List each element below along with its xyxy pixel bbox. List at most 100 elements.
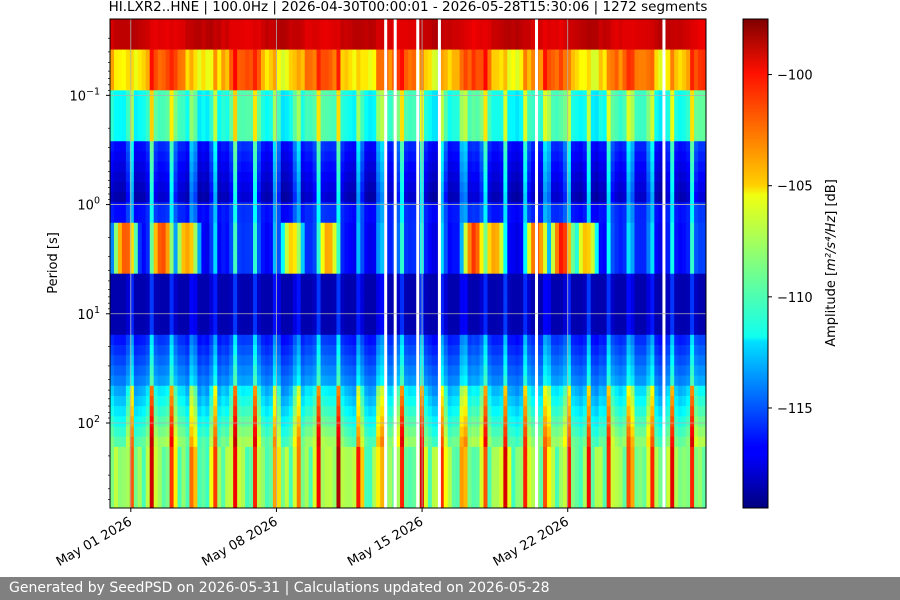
heatmap-cell [443,436,449,448]
heatmap-cell [169,324,175,336]
heatmap-cell [169,171,175,183]
heatmap-cell [225,59,230,71]
heatmap-cell [396,151,401,163]
heatmap-cell [233,131,238,142]
heatmap-cell [356,110,361,122]
heatmap-cell [364,212,369,224]
heatmap-cell [372,385,377,397]
heatmap-cell [408,365,413,377]
heatmap-cell [380,497,385,508]
heatmap-cell [157,294,163,305]
heatmap-cell [487,243,493,254]
heatmap-cell [439,406,445,417]
heatmap-cell [400,416,405,428]
heatmap-cell [300,477,306,489]
heatmap-cell [249,161,254,173]
heatmap-cell [503,497,508,508]
heatmap-cell [304,324,310,336]
heatmap-cell [388,192,393,203]
heatmap-cell [193,100,199,112]
heatmap-cell [475,324,481,336]
heatmap-cell [336,273,342,285]
heatmap-cell [264,141,270,153]
heatmap-cell [312,487,318,499]
heatmap-cell [463,29,469,40]
heatmap-cell [503,202,508,214]
heatmap-cell [249,467,254,479]
heatmap-cell [503,243,508,254]
heatmap-cell [233,477,238,489]
heatmap-cell [284,477,290,489]
heatmap-cell [110,446,115,458]
heatmap-cell [471,467,477,479]
heatmap-cell [145,59,151,71]
heatmap-cell [268,263,274,275]
heatmap-cell [411,283,417,295]
heatmap-cell [117,69,123,81]
heatmap-cell [519,19,524,30]
heatmap-cell [260,263,266,275]
heatmap-cell [451,446,457,458]
heatmap-cell [455,232,461,244]
heatmap-cell [324,120,330,132]
heatmap-cell [467,446,473,458]
heatmap-cell [495,375,500,387]
heatmap-cell [197,314,202,326]
heatmap-cell [507,375,512,387]
heatmap-cell [173,426,179,438]
heatmap-cell [479,385,485,397]
heatmap-cell [161,100,167,112]
heatmap-cell [372,232,377,244]
heatmap-cell [205,232,210,244]
heatmap-cell [209,192,214,203]
heatmap-cell [292,375,298,387]
heatmap-cell [328,253,334,265]
heatmap-cell [276,294,282,305]
heatmap-cell [336,426,342,438]
heatmap-cell [169,375,175,387]
heatmap-cell [519,436,524,448]
heatmap-cell [443,80,449,91]
heatmap-cell [487,141,493,153]
heatmap-cell [368,59,373,71]
heatmap-cell [308,192,314,203]
heatmap-cell [423,314,429,326]
heatmap-cell [316,436,322,448]
heatmap-cell [328,467,334,479]
heatmap-cell [312,253,318,265]
heatmap-cell [491,406,497,417]
heatmap-cell [515,314,520,326]
heatmap-cell [189,19,195,30]
heatmap-cell [260,436,266,448]
heatmap-cell [316,29,322,40]
heatmap-cell [292,416,298,428]
heatmap-cell [213,406,218,417]
heatmap-cell [364,100,369,112]
heatmap-cell [459,457,465,468]
heatmap-cell [241,141,246,153]
heatmap-cell [113,436,119,448]
heatmap-cell [487,487,493,499]
heatmap-cell [153,161,159,173]
heatmap-cell [253,59,258,71]
heatmap-cell [471,263,477,275]
heatmap-cell [185,324,191,336]
heatmap-cell [316,131,322,142]
heatmap-cell [404,19,409,30]
heatmap-cell [423,334,429,346]
heatmap-cell [380,171,385,183]
heatmap-cell [344,131,349,142]
heatmap-cell [221,29,226,40]
heatmap-cell [439,80,445,91]
heatmap-cell [316,314,322,326]
heatmap-cell [423,49,429,61]
heatmap-cell [189,294,195,305]
heatmap-cell [328,273,334,285]
heatmap-cell [308,345,314,356]
heatmap-cell [408,467,413,479]
heatmap-cell [280,39,286,51]
heatmap-cell [217,355,222,366]
heatmap-cell [257,49,262,61]
heatmap-cell [110,29,115,40]
heatmap-cell [400,243,405,254]
